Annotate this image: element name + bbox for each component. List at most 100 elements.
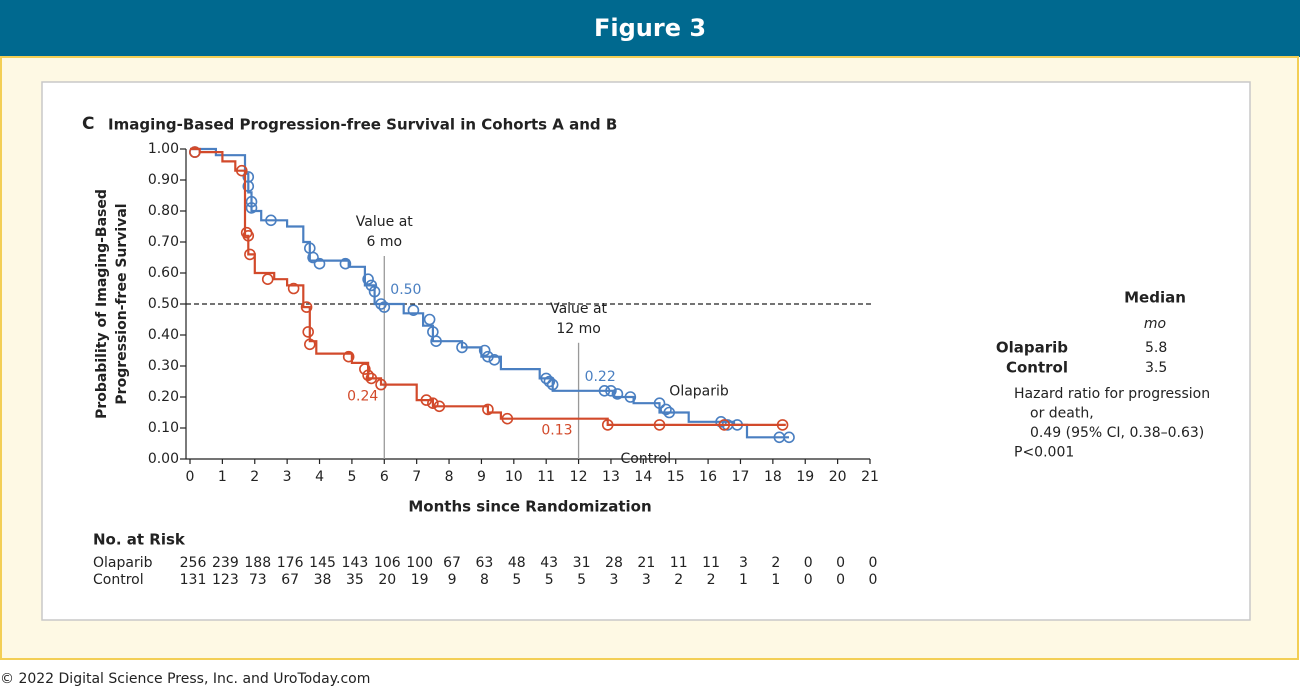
y-tick-label: 1.00: [148, 141, 179, 157]
risk-count: 0: [836, 572, 845, 588]
risk-count: 0: [804, 572, 813, 588]
chart-title: Imaging-Based Progression-free Survival …: [108, 116, 617, 134]
survival-curve: [190, 147, 786, 426]
censor-mark: [368, 285, 381, 298]
censor-mark: [339, 257, 352, 270]
risk-count: 188: [244, 555, 271, 571]
risk-count: 5: [545, 572, 554, 588]
x-tick-label: 8: [445, 469, 454, 485]
censor-mark: [605, 384, 617, 397]
x-tick-label: 6: [380, 469, 389, 485]
censor-mark: [423, 313, 436, 326]
x-tick-label: 10: [505, 469, 523, 485]
x-tick-label: 18: [764, 469, 782, 485]
y-tick-label: 0.70: [148, 234, 179, 250]
censor-mark: [304, 338, 316, 351]
x-tick-label: 9: [477, 469, 486, 485]
curve-label: Olaparib: [669, 383, 729, 399]
risk-count: 1: [739, 572, 748, 588]
risk-count: 20: [378, 572, 396, 588]
value-label: 0.24: [347, 389, 378, 405]
censor-mark: [242, 180, 255, 192]
censor-mark: [611, 388, 624, 400]
x-tick-label: 2: [250, 469, 259, 485]
x-tick-label: 16: [699, 469, 717, 485]
x-tick-label: 3: [283, 469, 292, 485]
risk-count: 28: [605, 555, 623, 571]
censor-mark: [501, 412, 514, 425]
censor-mark: [342, 350, 355, 363]
censor-mark: [359, 363, 371, 375]
censor-mark: [540, 372, 552, 385]
y-tick-label: 0.30: [148, 358, 179, 374]
reference-label: Value at: [356, 214, 413, 230]
value-label: 0.50: [390, 282, 421, 298]
y-tick-label: 0.50: [148, 296, 179, 312]
reference-label: Value at: [550, 301, 607, 317]
censor-mark: [718, 419, 731, 431]
panel-label: C: [82, 114, 94, 134]
risk-count: 0: [804, 555, 813, 571]
censor-mark: [365, 279, 378, 292]
risk-count: 43: [540, 555, 558, 571]
y-tick-label: 0.80: [148, 203, 179, 219]
header-bar: [0, 0, 1300, 57]
censor-mark: [433, 400, 446, 413]
value-label: 0.22: [585, 369, 616, 385]
value-label: 0.13: [541, 423, 572, 439]
censor-mark: [488, 353, 501, 366]
curve-label: Control: [621, 451, 672, 467]
x-axis-label: Months since Randomization: [408, 498, 651, 516]
censor-mark: [365, 372, 378, 385]
y-axis-label: Progression-free Survival: [114, 203, 130, 404]
y-axis-label: Probability of Imaging-Based: [94, 189, 110, 419]
censor-mark: [300, 301, 313, 313]
risk-count: 3: [739, 555, 748, 571]
censor-mark: [783, 431, 795, 444]
risk-count: 19: [411, 572, 429, 588]
x-tick-label: 19: [796, 469, 814, 485]
censor-mark: [601, 419, 614, 431]
risk-count: 11: [670, 555, 688, 571]
risk-title: No. at Risk: [93, 531, 186, 549]
risk-count: 176: [277, 555, 304, 571]
x-tick-label: 0: [186, 469, 195, 485]
censor-mark: [482, 403, 494, 416]
y-tick-label: 0.00: [148, 451, 179, 467]
footer: © 2022 Digital Science Press, Inc. and U…: [0, 671, 370, 687]
x-tick-label: 12: [570, 469, 588, 485]
censor-mark: [653, 419, 666, 431]
x-tick-label: 1: [218, 469, 227, 485]
risk-count: 67: [281, 572, 299, 588]
risk-count: 3: [609, 572, 618, 588]
censor-mark: [427, 397, 439, 410]
risk-count: 38: [314, 572, 332, 588]
risk-count: 2: [707, 572, 716, 588]
censor-mark: [261, 273, 274, 286]
median-row-value: 3.5: [1145, 360, 1167, 376]
x-tick-label: 11: [537, 469, 555, 485]
risk-count: 106: [374, 555, 401, 571]
censor-mark: [236, 164, 248, 177]
censor-mark: [776, 419, 789, 431]
censor-mark: [375, 298, 387, 310]
x-tick-label: 7: [412, 469, 421, 485]
figure-panel: [41, 81, 1251, 621]
censor-mark: [244, 248, 256, 261]
x-tick-label: 15: [667, 469, 685, 485]
censor-mark: [265, 214, 277, 227]
risk-count: 5: [512, 572, 521, 588]
risk-count: 145: [309, 555, 336, 571]
censor-mark: [456, 341, 468, 354]
risk-count: 256: [180, 555, 207, 571]
median-row-value: 5.8: [1145, 340, 1167, 356]
y-tick-label: 0.40: [148, 327, 179, 343]
median-header: Median: [1124, 289, 1186, 307]
risk-count: 35: [346, 572, 364, 588]
risk-count: 5: [577, 572, 586, 588]
risk-count: 0: [869, 572, 878, 588]
risk-count: 73: [249, 572, 267, 588]
censor-mark: [375, 378, 387, 391]
risk-count: 0: [869, 555, 878, 571]
